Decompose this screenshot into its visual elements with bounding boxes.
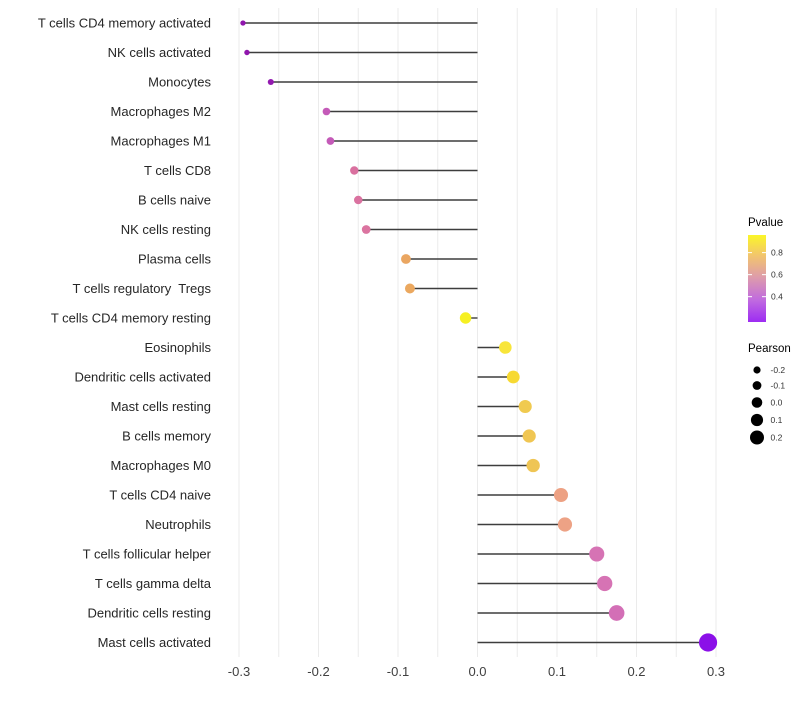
lollipop-dot <box>522 429 536 443</box>
y-axis-label: Macrophages M1 <box>111 134 211 149</box>
pvalue-tick-label: 0.8 <box>771 248 783 258</box>
lollipop-dot <box>354 195 363 205</box>
lollipop-dot <box>361 225 371 234</box>
x-axis-group: -0.3 -0.2 -0.1 0.0 0.1 0.2 0.3 <box>228 664 725 679</box>
lollipop-dot <box>589 546 605 562</box>
pearson-legend-dot <box>751 397 763 408</box>
y-axis-label: T cells regulatory Tregs <box>73 281 212 296</box>
lollipop-dot <box>244 49 250 56</box>
pvalue-colorbar <box>748 235 766 322</box>
y-axis-label: T cells CD4 memory activated <box>38 16 211 31</box>
lollipop-dot <box>350 166 359 175</box>
pearson-legend-dot <box>750 430 764 445</box>
x-axis-tick-label: 0.2 <box>627 664 645 679</box>
gridlines-group <box>238 8 717 657</box>
x-axis-tick-label: 0.3 <box>707 664 725 679</box>
y-axis-label: Dendritic cells activated <box>74 370 211 385</box>
lollipop-dot <box>597 575 613 592</box>
y-axis-label: Mast cells resting <box>111 399 211 414</box>
lollipop-dot <box>518 399 532 414</box>
y-axis-label: Eosinophils <box>145 340 212 355</box>
pvalue-legend-title: Pvalue <box>748 217 783 229</box>
lollipop-dot <box>240 20 246 26</box>
pearson-legend-dot <box>752 381 762 390</box>
lollipop-dot <box>401 254 411 264</box>
chart-rows-group: T cells CD4 memory activated NK cells act… <box>38 16 718 652</box>
pearson-legend-label: 0.1 <box>771 415 783 425</box>
y-axis-label: Plasma cells <box>138 252 211 267</box>
x-axis-tick-label: -0.1 <box>387 664 409 679</box>
lollipop-dot <box>267 78 274 86</box>
pearson-legend-label: -0.1 <box>771 381 786 391</box>
lollipop-dot <box>557 517 573 532</box>
y-axis-label: Macrophages M0 <box>111 458 211 473</box>
y-axis-label: T cells gamma delta <box>95 576 212 591</box>
y-axis-label: Macrophages M2 <box>111 104 211 119</box>
lollipop-dot <box>526 458 540 473</box>
y-axis-label: NK cells activated <box>108 45 211 60</box>
x-axis-tick-label: -0.2 <box>307 664 329 679</box>
lollipop-dot <box>698 633 718 652</box>
y-axis-label: Dendritic cells resting <box>87 606 211 621</box>
pvalue-tick-label: 0.6 <box>771 270 783 280</box>
lollipop-dot <box>326 137 335 145</box>
pearson-legend-label: 0.2 <box>771 433 783 443</box>
lollipop-dot <box>608 605 625 621</box>
lollipop-dot <box>506 370 520 384</box>
lollipop-dot <box>322 107 331 116</box>
y-axis-label: T cells follicular helper <box>83 547 212 562</box>
lollipop-dot <box>459 312 472 324</box>
pearson-legend-title: Pearson <box>748 343 791 355</box>
x-axis-tick-label: 0.0 <box>468 664 486 679</box>
lollipop-dot <box>499 341 512 354</box>
x-axis-tick-label: -0.3 <box>228 664 250 679</box>
pearson-legend-label: 0.0 <box>771 398 783 408</box>
pearson-legend-label: -0.2 <box>771 365 786 375</box>
y-axis-label: Mast cells activated <box>98 635 211 650</box>
y-axis-label: T cells CD4 naive <box>109 488 211 503</box>
lollipop-dot <box>553 487 569 503</box>
y-axis-label: T cells CD8 <box>144 163 211 178</box>
y-axis-label: Monocytes <box>148 75 211 90</box>
x-axis-tick-label: 0.1 <box>548 664 566 679</box>
y-axis-label: T cells CD4 memory resting <box>51 311 211 326</box>
y-axis-label: B cells naive <box>138 193 211 208</box>
y-axis-label: NK cells resting <box>121 222 211 237</box>
legend-group: Pvalue 0.8 0.6 0.4 Pearson -0.2 -0.1 0.0 0.1 0.2 <box>748 217 791 445</box>
y-axis-label: Neutrophils <box>145 517 211 532</box>
pearson-legend-dot <box>753 366 761 374</box>
y-axis-label: B cells memory <box>122 429 211 444</box>
lollipop-dot <box>404 283 415 294</box>
pvalue-tick-label: 0.4 <box>771 292 783 302</box>
pearson-legend-dot <box>750 413 764 427</box>
